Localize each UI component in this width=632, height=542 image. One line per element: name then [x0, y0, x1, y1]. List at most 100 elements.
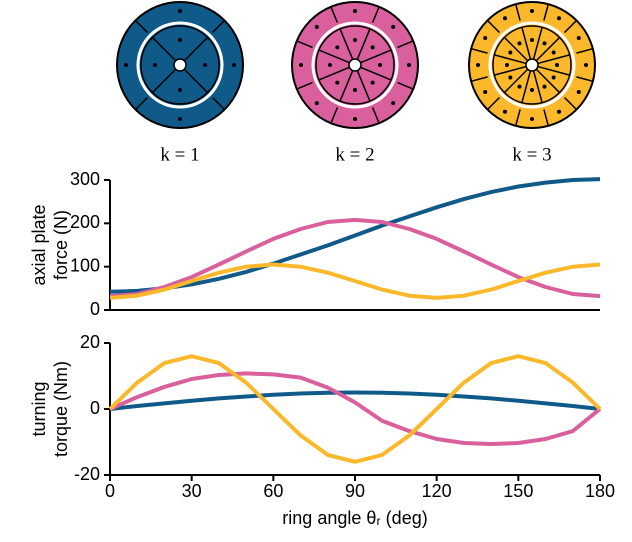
- symbol: [508, 50, 513, 55]
- symbol: [353, 88, 357, 92]
- x-tick-label: 0: [105, 481, 115, 501]
- spoke: [514, 109, 521, 127]
- spoke: [521, 70, 532, 103]
- series-line: [109, 177, 601, 294]
- spoke: [318, 49, 350, 64]
- spoke: [330, 107, 339, 124]
- symbol: [353, 38, 357, 42]
- spoke: [470, 47, 488, 54]
- spoke: [470, 76, 488, 83]
- symbol: [555, 63, 559, 67]
- series-line: [108, 354, 602, 464]
- symbol: [124, 63, 128, 67]
- symbol: [328, 63, 332, 67]
- hole: [348, 58, 362, 72]
- symbol: [314, 101, 319, 106]
- spoke: [211, 96, 226, 111]
- legend-label: k = 2: [335, 144, 374, 165]
- spoke: [356, 28, 371, 60]
- spoke: [397, 40, 414, 49]
- symbol: [391, 24, 396, 29]
- series-line: [109, 262, 601, 300]
- symbol: [476, 63, 480, 67]
- x-tick-label: 180: [585, 481, 615, 501]
- symbol: [542, 84, 547, 89]
- inner-edge: [492, 25, 572, 105]
- spoke: [339, 28, 354, 60]
- x-tick-label: 30: [182, 481, 202, 501]
- symbol: [551, 75, 556, 80]
- spoke: [494, 65, 527, 76]
- spoke: [318, 66, 350, 81]
- symbol: [530, 9, 534, 13]
- symbol: [542, 41, 547, 46]
- x-tick-label: 150: [503, 481, 533, 501]
- symbol: [335, 45, 340, 50]
- spoke: [494, 54, 527, 65]
- symbol: [178, 38, 182, 42]
- symbol: [576, 36, 581, 40]
- y-tick-label: 0: [90, 299, 100, 319]
- spoke: [151, 36, 177, 62]
- y-tick-label: 100: [70, 255, 100, 275]
- spoke: [371, 6, 380, 23]
- series-line: [109, 390, 601, 411]
- spoke: [486, 96, 501, 111]
- spoke: [576, 47, 594, 54]
- symbol: [517, 84, 522, 89]
- symbol: [551, 50, 556, 55]
- symbol: [203, 63, 207, 67]
- legend-label: k = 3: [512, 144, 551, 165]
- symbol: [530, 117, 534, 121]
- symbol: [584, 63, 588, 67]
- symbol: [505, 63, 509, 67]
- y-tick-label: 20: [80, 332, 100, 352]
- spoke: [576, 76, 594, 83]
- x-tick-label: 120: [422, 481, 452, 501]
- x-tick-label: 90: [345, 481, 365, 501]
- spoke: [486, 19, 501, 34]
- symbol: [557, 16, 561, 21]
- spoke: [356, 70, 371, 102]
- spoke: [563, 19, 578, 34]
- symbol: [353, 9, 357, 13]
- symbol: [178, 9, 182, 13]
- spoke: [521, 27, 532, 60]
- symbol: [370, 80, 375, 85]
- spoke: [183, 36, 209, 62]
- spoke: [211, 19, 226, 34]
- spoke: [360, 49, 392, 64]
- symbol: [530, 88, 534, 92]
- spoke: [563, 96, 578, 111]
- spoke: [535, 36, 561, 62]
- symbol: [407, 63, 411, 67]
- spoke: [543, 109, 550, 127]
- spoke: [532, 27, 543, 60]
- spoke: [134, 19, 149, 34]
- spoke: [134, 96, 149, 111]
- symbol: [576, 90, 581, 94]
- spoke: [503, 36, 529, 62]
- spoke: [183, 68, 209, 94]
- spoke: [330, 6, 339, 23]
- symbol: [314, 24, 319, 29]
- y-axis-label: turning: [29, 381, 49, 436]
- series-line: [109, 371, 602, 446]
- spoke: [537, 54, 570, 65]
- spoke: [543, 3, 550, 21]
- inner-edge: [140, 25, 220, 105]
- symbol: [232, 63, 236, 67]
- symbol: [353, 117, 357, 121]
- symbol: [335, 80, 340, 85]
- x-tick-label: 60: [263, 481, 283, 501]
- spoke: [397, 81, 414, 90]
- spoke: [339, 70, 354, 102]
- symbol: [557, 109, 561, 114]
- legend-diagram: [468, 1, 596, 129]
- spoke: [503, 68, 529, 94]
- symbol: [178, 88, 182, 92]
- spoke: [537, 65, 570, 76]
- symbol: [517, 41, 522, 46]
- symbol: [483, 36, 488, 40]
- legend-label: k = 1: [160, 144, 199, 165]
